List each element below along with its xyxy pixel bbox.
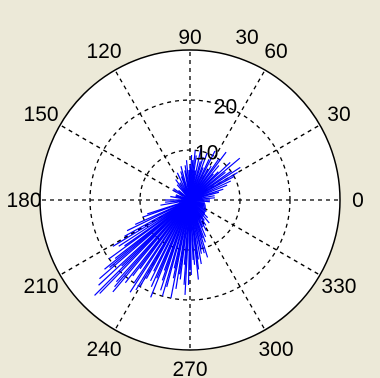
data-ray xyxy=(112,199,191,293)
ring-10 xyxy=(139,149,241,251)
angle-label-90: 90 xyxy=(178,26,201,49)
angle-label-180: 180 xyxy=(6,189,41,212)
tick-labels: 0 30 60 90 120 150 180 210 240 270 300 330 10 20 30 xyxy=(6,26,363,378)
angle-label-60: 60 xyxy=(264,40,287,63)
angle-label-150: 150 xyxy=(24,103,59,126)
data-ray xyxy=(189,166,241,201)
ring-20 xyxy=(89,99,291,301)
data-series xyxy=(94,146,241,299)
angle-label-330: 330 xyxy=(321,275,356,298)
angle-label-30: 30 xyxy=(327,103,350,126)
radius-label-10: 10 xyxy=(195,142,218,165)
outer-ring xyxy=(39,49,341,351)
data-ray xyxy=(112,199,191,247)
data-ray xyxy=(189,151,227,201)
data-ray xyxy=(189,156,204,201)
spoke-150 xyxy=(59,124,191,201)
angle-label-300: 300 xyxy=(258,338,293,361)
data-ray xyxy=(129,199,191,293)
spoke-120 xyxy=(114,69,191,201)
angle-label-0: 0 xyxy=(352,189,364,212)
data-ray xyxy=(189,162,231,201)
data-ray xyxy=(109,199,191,268)
spoke-300 xyxy=(189,199,266,331)
angle-label-210: 210 xyxy=(24,275,59,298)
data-ray xyxy=(189,150,216,201)
data-ray xyxy=(184,165,191,201)
data-ray xyxy=(99,199,191,294)
spoke-330 xyxy=(189,199,321,276)
radius-label-20: 20 xyxy=(214,95,237,118)
angle-label-240: 240 xyxy=(86,338,121,361)
radius-label-30: 30 xyxy=(235,26,258,49)
data-core xyxy=(178,194,206,222)
series-0 xyxy=(94,146,241,299)
angle-label-270: 270 xyxy=(172,358,207,378)
angle-label-120: 120 xyxy=(86,40,121,63)
